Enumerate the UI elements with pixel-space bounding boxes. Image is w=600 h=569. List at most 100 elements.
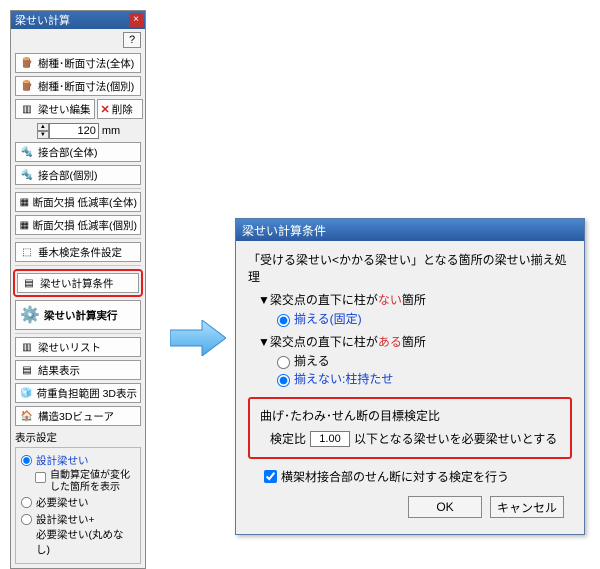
list-label: 梁せいリスト (38, 340, 137, 355)
calc-cond-highlight: ▤ 梁せい計算条件 (13, 269, 143, 297)
species-all-label: 樹種･断面寸法(全体) (38, 56, 137, 71)
execute-label: 梁せい計算実行 (44, 308, 137, 323)
radio-yes-align-input[interactable] (277, 356, 290, 369)
radio-yes-noalign-input[interactable] (277, 374, 290, 387)
check-joint-shear-input[interactable] (264, 470, 277, 483)
radio-yes-align-label: 揃える (294, 352, 330, 369)
calc-cond-dialog: 梁せい計算条件 「受ける梁せい<かかる梁せい」となる箇所の梁せい揃え処理 ▼梁交… (235, 218, 585, 535)
close-icon[interactable]: × (129, 13, 143, 27)
display-group-label: 表示設定 (15, 430, 141, 445)
load-3d-label: 荷重負担範囲 3D表示 (37, 386, 137, 401)
check-joint-shear-label: 横架材接合部のせん断に対する検定を行う (281, 468, 509, 485)
help-button[interactable]: ? (123, 32, 141, 48)
list-button[interactable]: ▥ 梁せいリスト (15, 337, 141, 357)
dialog-titlebar: 梁せい計算条件 (236, 219, 584, 241)
sub-yes-column: ▼梁交点の直下に柱がある箇所 (258, 333, 572, 350)
radio-both-input[interactable] (21, 514, 32, 525)
radio-no-fix-input[interactable] (277, 314, 290, 327)
load-3d-button[interactable]: 🧊 荷重負担範囲 3D表示 (15, 383, 141, 403)
section-icon: ▦ (19, 195, 30, 209)
dimension-input[interactable] (49, 123, 99, 139)
gear-icon: ⚙️ (19, 304, 41, 326)
beam-edit-label: 梁せい編集 (38, 102, 91, 117)
check-auto-input[interactable] (35, 472, 46, 483)
execute-button[interactable]: ⚙️ 梁せい計算実行 (15, 300, 141, 330)
dimension-spinner: ▲ ▼ mm (15, 123, 141, 139)
radio-design-input[interactable] (21, 455, 32, 466)
ratio-prefix: 検定比 (270, 430, 306, 447)
ratio-suffix: 以下となる梁せいを必要梁せいとする (354, 430, 557, 447)
radio-both-label: 設計梁せい+ 必要梁せい(丸めなし) (36, 512, 136, 557)
defect-all-label: 断面欠損 低減率(全体) (33, 195, 137, 210)
result-label: 結果表示 (38, 363, 137, 378)
cancel-button[interactable]: キャンセル (490, 496, 564, 518)
species-ind-button[interactable]: 🪵 樹種･断面寸法(個別) (15, 76, 141, 96)
beam-calc-panel: 梁せい計算 × ? 🪵 樹種･断面寸法(全体) 🪵 樹種･断面寸法(個別) ▥ … (10, 10, 146, 569)
joint-all-button[interactable]: 🔩 接合部(全体) (15, 142, 141, 162)
spin-up[interactable]: ▲ (37, 123, 49, 131)
joint-ind-button[interactable]: 🔩 接合部(個別) (15, 165, 141, 185)
ratio-highlight: 曲げ･たわみ･せん断の目標検定比 検定比 以下となる梁せいを必要梁せいとする (248, 397, 572, 459)
calc-cond-button[interactable]: ▤ 梁せい計算条件 (17, 273, 139, 293)
defect-all-button[interactable]: ▦ 断面欠損 低減率(全体) (15, 192, 141, 212)
joint-all-label: 接合部(全体) (38, 145, 137, 160)
species-all-button[interactable]: 🪵 樹種･断面寸法(全体) (15, 53, 141, 73)
spin-down[interactable]: ▼ (37, 131, 49, 139)
ratio-input[interactable] (310, 431, 350, 447)
beam-edit-button[interactable]: ▥ 梁せい編集 (15, 99, 95, 119)
defect-ind-button[interactable]: ▦ 断面欠損 低減率(個別) (15, 215, 141, 235)
joint-ind-label: 接合部(個別) (38, 168, 137, 183)
joint-icon: 🔩 (19, 168, 35, 182)
wood-icon: 🪵 (19, 56, 35, 70)
sub-yes-prefix: ▼梁交点の直下に柱が (258, 335, 378, 349)
cube-icon: 🧊 (19, 386, 34, 400)
check-auto[interactable]: 自動算定値が変化 した箇所を表示 (34, 470, 136, 493)
wood-icon: 🪵 (19, 79, 35, 93)
sub-no-suffix: 箇所 (402, 293, 426, 307)
align-header: 「受ける梁せい<かかる梁せい」となる箇所の梁せい揃え処理 (248, 251, 572, 285)
radio-yes-align[interactable]: 揃える (272, 352, 572, 369)
radio-design[interactable]: 設計梁せい (20, 453, 136, 468)
calc-cond-label: 梁せい計算条件 (40, 276, 135, 291)
dialog-title: 梁せい計算条件 (242, 222, 326, 239)
house-icon: 🏠 (19, 409, 35, 423)
ok-button[interactable]: OK (408, 496, 482, 518)
ratio-title: 曲げ･たわみ･せん断の目標検定比 (260, 407, 560, 424)
sub-no-prefix: ▼梁交点の直下に柱が (258, 293, 378, 307)
sub-yes-suffix: 箇所 (402, 335, 426, 349)
panel-titlebar: 梁せい計算 × (11, 11, 145, 29)
sub-yes-em: ある (378, 335, 402, 349)
check-joint-shear[interactable]: 横架材接合部のせん断に対する検定を行う (260, 467, 572, 486)
dimension-unit: mm (102, 125, 120, 137)
viewer-3d-button[interactable]: 🏠 構造3Dビューア (15, 406, 141, 426)
list-icon: ▥ (19, 340, 35, 354)
delete-label: 削除 (112, 102, 139, 117)
section-icon: ▦ (19, 218, 30, 232)
arrow-icon (170, 320, 226, 356)
radio-both[interactable]: 設計梁せい+ 必要梁せい(丸めなし) (20, 512, 136, 557)
species-ind-label: 樹種･断面寸法(個別) (38, 79, 137, 94)
settings-icon: ▤ (21, 276, 37, 290)
radio-required[interactable]: 必要梁せい (20, 495, 136, 510)
panel-title: 梁せい計算 (15, 12, 70, 28)
radio-required-input[interactable] (21, 497, 32, 508)
edit-icon: ▥ (19, 102, 35, 116)
defect-ind-label: 断面欠損 低減率(個別) (33, 218, 137, 233)
radio-no-fix[interactable]: 揃える(固定) (272, 310, 572, 327)
sub-no-column: ▼梁交点の直下に柱がない箇所 (258, 291, 572, 308)
rafter-cond-button[interactable]: ⬚ 垂木検定条件設定 (15, 242, 141, 262)
display-group: 設計梁せい 自動算定値が変化 した箇所を表示 必要梁せい 設計梁せい+ 必要梁せ… (15, 447, 141, 564)
result-button[interactable]: ▤ 結果表示 (15, 360, 141, 380)
radio-yes-noalign[interactable]: 揃えない:柱持たせ (272, 370, 572, 387)
check-auto-label: 自動算定値が変化 した箇所を表示 (50, 470, 130, 493)
radio-yes-noalign-label: 揃えない:柱持たせ (294, 370, 393, 387)
sub-no-em: ない (378, 293, 402, 307)
rafter-cond-label: 垂木検定条件設定 (38, 245, 137, 260)
viewer-3d-label: 構造3Dビューア (38, 409, 137, 424)
radio-design-label: 設計梁せい (36, 453, 89, 468)
radio-required-label: 必要梁せい (36, 495, 89, 510)
result-icon: ▤ (19, 363, 35, 377)
radio-no-fix-label: 揃える(固定) (294, 310, 362, 327)
delete-button[interactable]: ✕ 削除 (97, 99, 143, 119)
joint-icon: 🔩 (19, 145, 35, 159)
